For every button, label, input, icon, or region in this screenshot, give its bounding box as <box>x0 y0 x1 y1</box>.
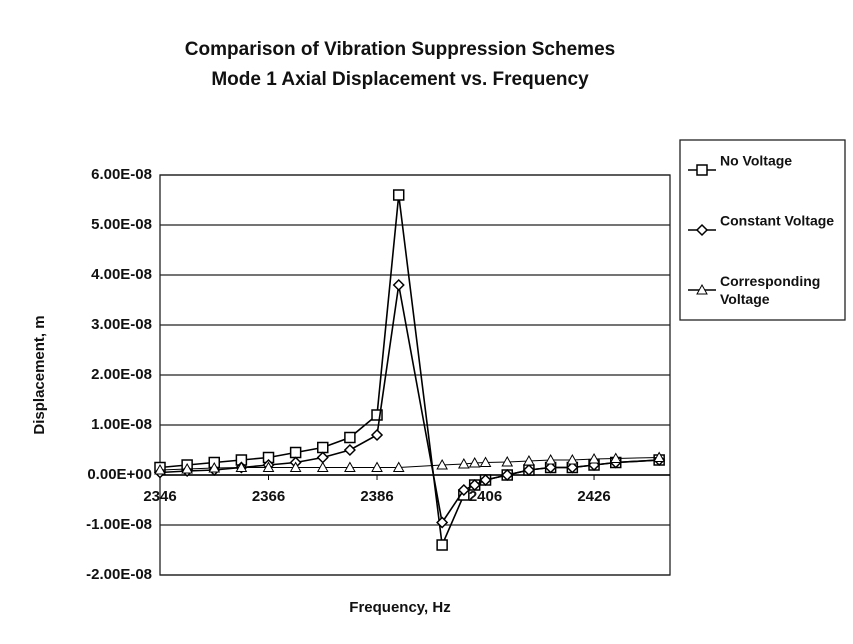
legend-label-line: Corresponding <box>720 273 820 289</box>
marker <box>479 473 492 487</box>
y-tick-label: 0.00E+00 <box>87 466 152 483</box>
marker <box>262 461 275 472</box>
marker <box>566 453 579 465</box>
marker <box>436 539 448 551</box>
marker <box>566 461 579 474</box>
x-axis-label: Frequency, Hz <box>349 599 450 616</box>
marker <box>344 461 356 472</box>
x-tick-label: 2406 <box>469 488 502 505</box>
y-axis-label: Displacement, m <box>31 315 48 434</box>
x-tick-label: 2386 <box>360 488 393 505</box>
marker <box>436 516 449 529</box>
marker <box>501 455 514 467</box>
marker <box>371 409 383 421</box>
y-tick-label: 5.00E-08 <box>91 216 152 233</box>
marker <box>344 431 356 444</box>
marker <box>609 452 622 463</box>
marker <box>208 461 221 473</box>
marker <box>544 453 557 465</box>
y-tick-label: -1.00E-08 <box>86 516 152 533</box>
legend-label: No Voltage <box>720 153 792 169</box>
marker <box>181 462 193 474</box>
marker <box>316 461 329 472</box>
marker <box>436 458 448 470</box>
marker <box>235 461 248 472</box>
marker <box>392 461 405 472</box>
y-tick-label: 3.00E-08 <box>91 316 152 333</box>
y-tick-label: 4.00E-08 <box>91 266 152 283</box>
marker <box>392 189 405 201</box>
marker <box>457 457 470 469</box>
marker <box>523 454 535 466</box>
chart-title: Comparison of Vibration Suppression Sche… <box>185 39 615 60</box>
x-tick-label: 2366 <box>252 488 285 505</box>
legend-label: Constant Voltage <box>720 213 834 229</box>
chart-subtitle: Mode 1 Axial Displacement vs. Frequency <box>211 69 589 90</box>
marker <box>522 463 535 477</box>
y-tick-label: 6.00E-08 <box>91 166 152 183</box>
legend-marker <box>696 283 708 295</box>
marker <box>392 278 405 292</box>
legend-label: Corresponding Voltage <box>720 273 820 307</box>
marker <box>457 483 470 497</box>
marker <box>343 443 356 457</box>
y-tick-label: 1.00E-08 <box>91 416 152 433</box>
marker <box>653 451 665 462</box>
marker <box>316 451 329 464</box>
x-tick-label: 2426 <box>577 488 610 505</box>
x-tick-label: 2346 <box>143 488 176 505</box>
marker <box>289 461 302 472</box>
marker <box>154 463 166 475</box>
marker <box>370 428 384 442</box>
y-tick-label: 2.00E-08 <box>91 366 152 383</box>
marker <box>468 478 481 492</box>
marker <box>479 456 492 467</box>
legend-marker <box>696 164 708 176</box>
legend-label-line: Voltage <box>720 291 770 307</box>
marker <box>588 452 600 464</box>
marker <box>317 441 329 454</box>
marker <box>289 446 302 459</box>
marker <box>544 461 557 474</box>
legend-box <box>679 139 846 321</box>
y-tick-label: -2.00E-08 <box>86 566 152 583</box>
marker <box>501 468 514 482</box>
series-line <box>159 284 660 525</box>
marker <box>371 461 383 472</box>
legend-marker <box>695 223 709 237</box>
marker <box>468 456 481 468</box>
